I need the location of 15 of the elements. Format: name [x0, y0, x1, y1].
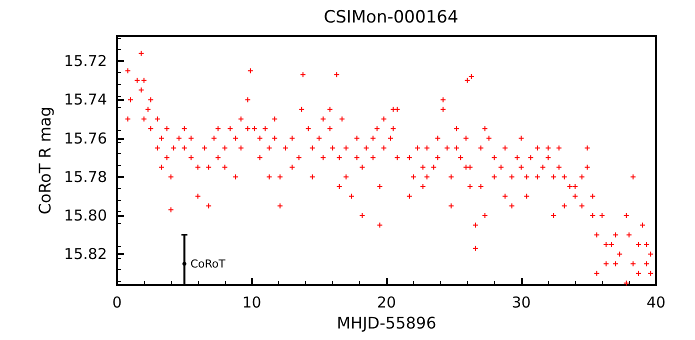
y-tick-label: 15.78	[64, 168, 107, 186]
x-tick-label: 30	[512, 294, 531, 312]
series-label: CoRoT	[190, 257, 226, 270]
y-axis-title: CoRoT R mag	[36, 106, 55, 214]
y-tick-label: 15.76	[64, 129, 107, 148]
x-axis-title: MHJD-55896	[336, 313, 436, 332]
y-tick-label: 15.74	[64, 90, 107, 109]
x-tick-label: 40	[646, 294, 666, 312]
y-tick-label: 15.80	[64, 206, 107, 225]
x-tick-label: 0	[112, 294, 122, 312]
y-tick-label: 15.72	[64, 52, 107, 70]
x-tick-label: 10	[242, 294, 262, 312]
chart-title: CSIMon-000164	[324, 8, 458, 28]
x-tick-label: 20	[376, 294, 396, 312]
y-tick-label: 15.82	[64, 245, 107, 264]
